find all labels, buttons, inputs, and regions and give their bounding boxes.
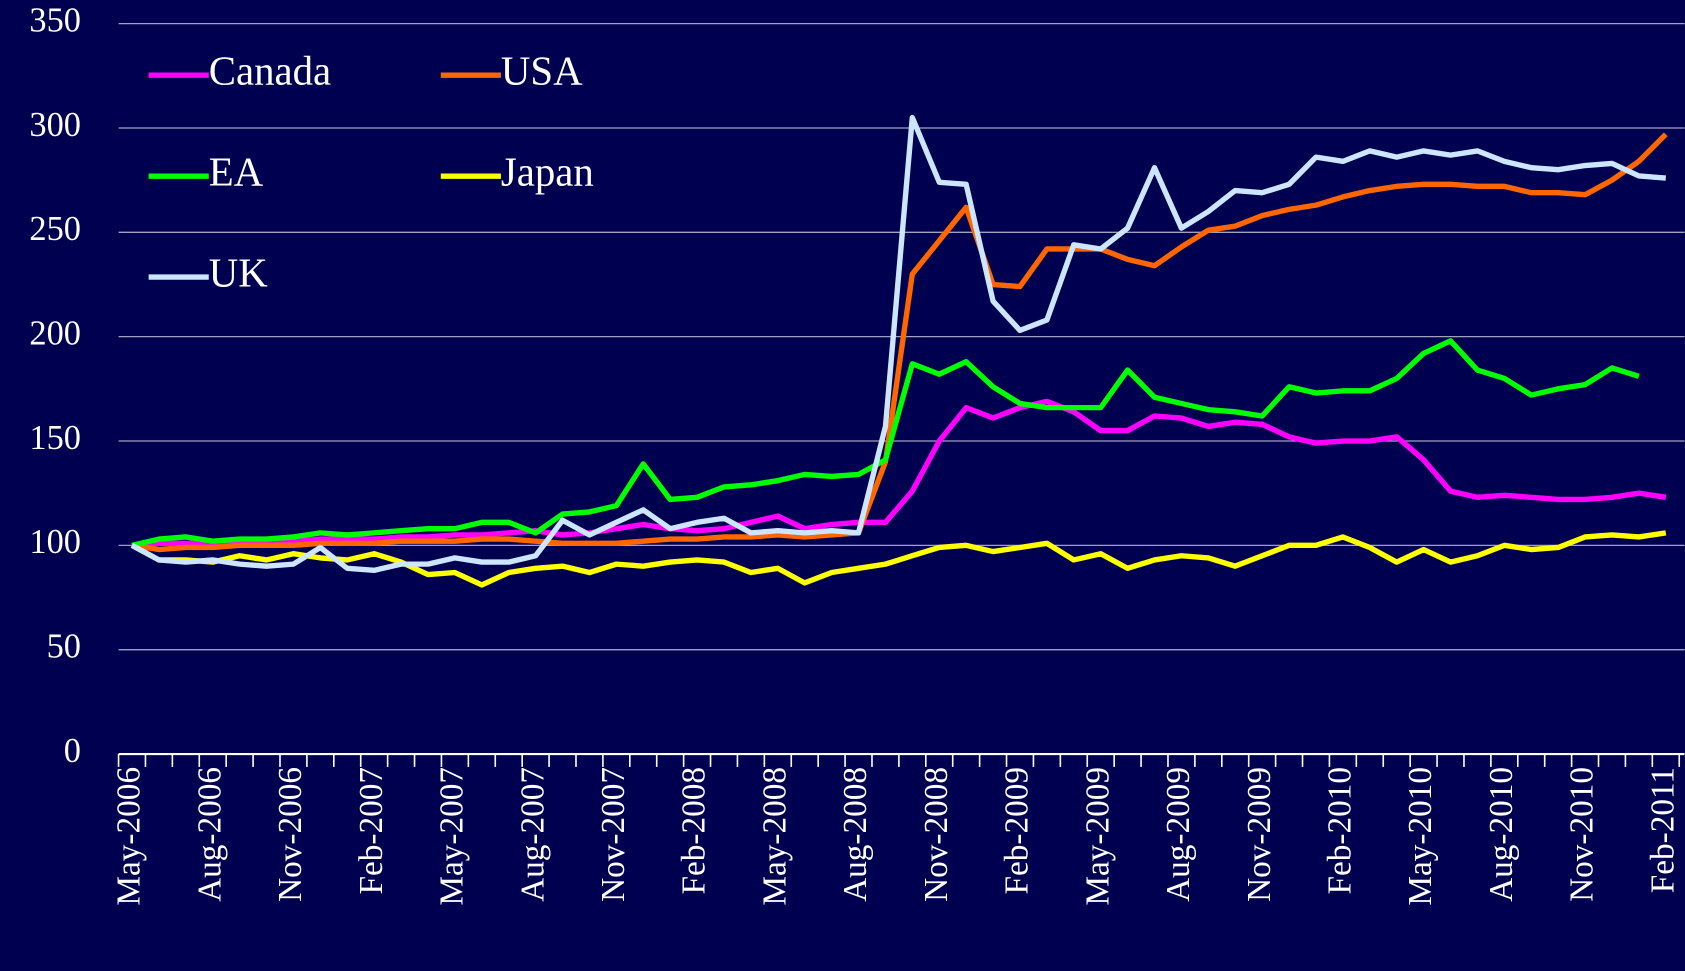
x-tick-label: Aug-2007 [514, 767, 551, 902]
x-tick-label: Feb-2011 [1644, 767, 1681, 893]
y-tick-label: 250 [29, 210, 81, 248]
legend-label: Japan [501, 150, 594, 195]
y-tick-label: 300 [29, 106, 81, 144]
series-line [131, 132, 1668, 553]
series-line [130, 530, 1667, 588]
y-tick-label: 200 [29, 315, 81, 353]
x-tick-label: Feb-2007 [353, 767, 390, 895]
y-tick-label: 0 [64, 732, 81, 770]
x-tick-label: Aug-2008 [837, 767, 874, 902]
x-tick-label: May-2006 [111, 767, 148, 906]
x-tick-label: May-2010 [1402, 767, 1439, 906]
legend-label: EA [209, 150, 264, 195]
x-tick-label: Nov-2010 [1564, 767, 1601, 902]
series-line [131, 398, 1667, 549]
x-tick-label: Aug-2006 [191, 767, 228, 902]
y-tick-label: 350 [29, 2, 81, 40]
x-tick-label: Feb-2008 [676, 767, 713, 895]
x-tick-label: Feb-2009 [999, 767, 1036, 895]
y-tick-label: 100 [29, 523, 81, 561]
series-line [131, 338, 1640, 548]
legend-label: USA [501, 49, 583, 94]
x-tick-label: Aug-2010 [1483, 767, 1520, 902]
y-tick-label: 150 [29, 419, 81, 457]
x-tick-label: Nov-2009 [1241, 767, 1278, 902]
legend-label: UK [209, 250, 268, 295]
series-line [130, 114, 1667, 574]
x-tick-label: May-2009 [1079, 767, 1116, 906]
y-tick-label: 50 [47, 628, 81, 666]
x-tick-label: Feb-2010 [1322, 767, 1359, 895]
x-tick-label: Nov-2006 [272, 767, 309, 902]
x-tick-label: May-2007 [434, 767, 471, 906]
x-tick-label: Aug-2009 [1160, 767, 1197, 902]
x-tick-label: Nov-2008 [918, 767, 955, 902]
legend-label: Canada [209, 49, 331, 94]
x-tick-label: May-2008 [756, 767, 793, 906]
x-tick-label: Nov-2007 [595, 767, 632, 902]
